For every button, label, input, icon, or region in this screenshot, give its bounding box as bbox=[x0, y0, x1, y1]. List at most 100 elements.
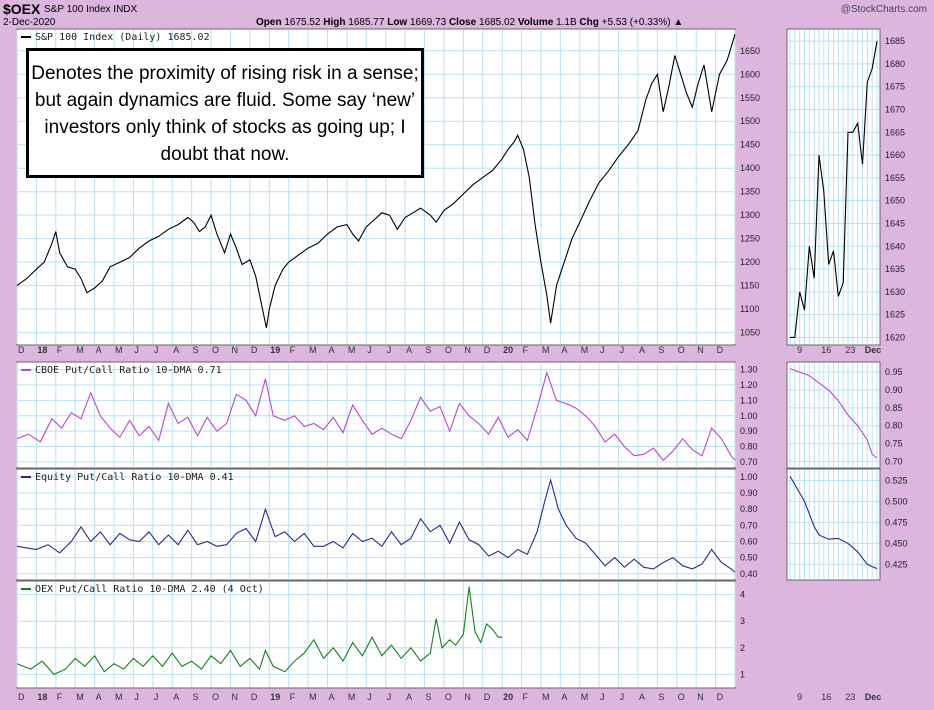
x-tick-label: J bbox=[154, 692, 159, 702]
x-tick-label: O bbox=[445, 345, 452, 355]
y-tick-label: 0.50 bbox=[740, 553, 758, 563]
y-tick-label: 1600 bbox=[740, 69, 760, 79]
x-tick-label: N bbox=[697, 692, 704, 702]
x-tick-label: 19 bbox=[270, 692, 280, 702]
detail-x-tick-label: Dec bbox=[865, 345, 882, 355]
detail-y-tick-label: 1650 bbox=[885, 196, 905, 206]
x-tick-label: 18 bbox=[37, 692, 47, 702]
x-tick-label: J bbox=[600, 692, 605, 702]
x-tick-label: J bbox=[134, 692, 139, 702]
x-tick-label: 18 bbox=[37, 345, 47, 355]
x-tick-label: S bbox=[426, 692, 432, 702]
legend-label: CBOE Put/Call Ratio 10-DMA 0.71 bbox=[35, 365, 222, 376]
y-tick-label: 0.80 bbox=[740, 504, 758, 514]
low-value: 1669.73 bbox=[410, 17, 447, 28]
detail-y-tick-label: 0.475 bbox=[885, 517, 908, 527]
open-label: Open bbox=[256, 17, 282, 28]
x-tick-label: A bbox=[328, 345, 334, 355]
x-tick-label: 20 bbox=[503, 692, 513, 702]
y-tick-label: 0.80 bbox=[740, 442, 758, 452]
detail-x-tick-label: Dec bbox=[865, 692, 882, 702]
detail-series-line bbox=[790, 41, 878, 338]
x-tick-label: N bbox=[231, 345, 238, 355]
x-tick-label: F bbox=[523, 345, 529, 355]
x-tick-label: J bbox=[367, 345, 372, 355]
detail-x-tick-label: 16 bbox=[821, 345, 831, 355]
y-tick-label: 1250 bbox=[740, 234, 760, 244]
y-tick-label: 1.20 bbox=[740, 380, 758, 390]
main-panel-1 bbox=[16, 361, 736, 469]
chg-label: Chg bbox=[579, 17, 599, 28]
volume-value: 1.1B bbox=[556, 17, 577, 28]
y-tick-label: 0.90 bbox=[740, 488, 758, 498]
close-value: 1685.02 bbox=[478, 17, 516, 28]
series-line bbox=[16, 478, 736, 573]
detail-y-tick-label: 0.80 bbox=[885, 421, 903, 431]
detail-y-tick-label: 0.95 bbox=[885, 367, 903, 377]
x-tick-label: J bbox=[620, 692, 625, 702]
detail-y-tick-label: 0.70 bbox=[885, 456, 903, 466]
x-tick-label: O bbox=[445, 692, 452, 702]
x-tick-label: D bbox=[251, 345, 258, 355]
series-line bbox=[16, 34, 736, 329]
x-tick-label: F bbox=[290, 692, 296, 702]
x-tick-label: A bbox=[173, 692, 179, 702]
y-tick-label: 0.60 bbox=[740, 536, 758, 546]
detail-y-tick-label: 1685 bbox=[885, 36, 905, 46]
x-tick-label: N bbox=[464, 692, 471, 702]
close-label: Close bbox=[448, 17, 477, 28]
x-tick-label: F bbox=[57, 345, 63, 355]
main-panel-3 bbox=[16, 580, 736, 689]
x-tick-label: M bbox=[581, 692, 589, 702]
x-tick-label: M bbox=[115, 692, 123, 702]
y-tick-label: 3 bbox=[740, 616, 745, 626]
x-tick-label: O bbox=[678, 692, 685, 702]
x-tick-label: A bbox=[96, 345, 102, 355]
x-tick-label: S bbox=[193, 692, 199, 702]
x-tick-label: A bbox=[561, 692, 567, 702]
y-tick-label: 0.70 bbox=[740, 520, 758, 530]
y-tick-label: 1450 bbox=[740, 140, 760, 150]
detail-y-tick-label: 1630 bbox=[885, 287, 905, 297]
y-tick-label: 1550 bbox=[740, 93, 760, 103]
ticker-symbol: $OEX bbox=[3, 1, 41, 17]
x-tick-label: O bbox=[212, 692, 219, 702]
x-tick-label: J bbox=[134, 345, 139, 355]
x-tick-label: 20 bbox=[503, 345, 513, 355]
legend-label: Equity Put/Call Ratio 10-DMA 0.41 bbox=[35, 472, 234, 483]
detail-series-line bbox=[789, 368, 878, 459]
series-line bbox=[16, 586, 503, 676]
x-tick-label: F bbox=[523, 692, 529, 702]
detail-y-tick-label: 1625 bbox=[885, 310, 905, 320]
detail-y-tick-label: 1645 bbox=[885, 218, 905, 228]
detail-y-tick-label: 1670 bbox=[885, 105, 905, 115]
y-tick-label: 1200 bbox=[740, 257, 760, 267]
detail-x-tick-label: 16 bbox=[821, 692, 831, 702]
x-tick-label: M bbox=[309, 692, 317, 702]
series-line bbox=[16, 370, 736, 462]
high-label: High bbox=[323, 17, 346, 28]
x-tick-label: J bbox=[367, 692, 372, 702]
quote-line: Open 1675.52 High 1685.77 Low 1669.73 Cl… bbox=[256, 17, 683, 28]
x-tick-label: J bbox=[600, 345, 605, 355]
x-tick-label: M bbox=[309, 345, 317, 355]
chg-value: +5.53 (+0.33%) bbox=[601, 17, 671, 28]
detail-y-tick-label: 0.90 bbox=[885, 385, 903, 395]
detail-y-tick-label: 0.450 bbox=[885, 538, 908, 548]
y-tick-label: 1.30 bbox=[740, 365, 758, 375]
y-tick-label: 1 bbox=[740, 669, 745, 679]
detail-panel-empty bbox=[787, 581, 880, 688]
open-value: 1675.52 bbox=[284, 17, 321, 28]
x-tick-label: D bbox=[18, 345, 25, 355]
detail-y-tick-label: 0.525 bbox=[885, 475, 908, 485]
x-tick-label: J bbox=[387, 692, 392, 702]
x-tick-label: D bbox=[717, 692, 724, 702]
legend-label: OEX Put/Call Ratio 10-DMA 2.40 (4 Oct) bbox=[35, 584, 264, 595]
low-label: Low bbox=[387, 17, 408, 28]
x-tick-label: F bbox=[57, 692, 63, 702]
volume-label: Volume bbox=[517, 17, 554, 28]
x-tick-label: J bbox=[620, 345, 625, 355]
detail-y-tick-label: 1680 bbox=[885, 59, 905, 69]
x-tick-label: N bbox=[697, 345, 704, 355]
x-tick-label: M bbox=[581, 345, 589, 355]
